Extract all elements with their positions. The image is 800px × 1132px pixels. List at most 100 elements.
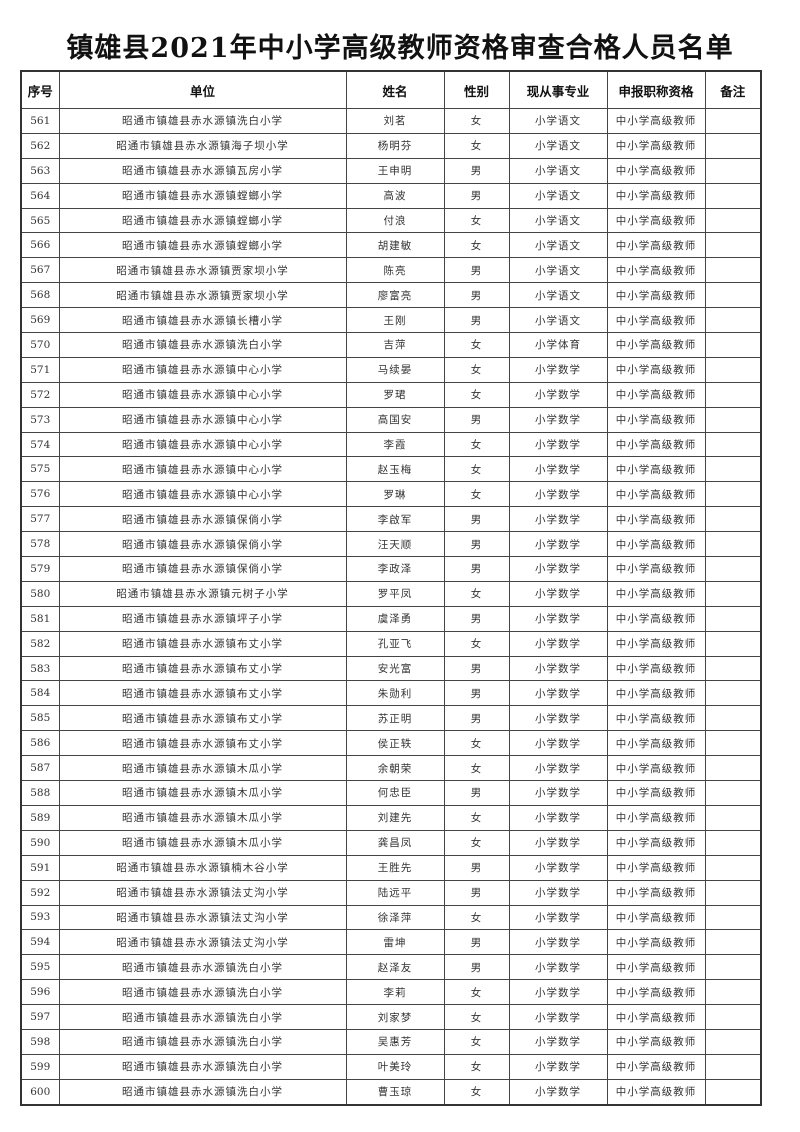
cell-gender: 女 [443,755,510,782]
cell-subject: 小学数学 [508,904,608,931]
cell-qualification: 中小学高级教师 [606,680,706,707]
cell-remarks [704,481,762,508]
cell-subject: 小学数学 [508,531,608,558]
cell-remarks [704,356,762,383]
cell-qualification: 中小学高级教师 [606,605,706,632]
cell-subject: 小学数学 [508,1028,608,1055]
cell-subject: 小学数学 [508,506,608,533]
cell-subject: 小学语文 [508,132,608,159]
table-row: 599 昭通市镇雄县赤水源镇洗白小学 叶美玲女小学数学 中小学高级教师 [20,1053,762,1080]
cell-gender: 女 [443,804,510,831]
table-row: 581 昭通市镇雄县赤水源镇坪子小学 虞泽勇男小学数学 中小学高级教师 [20,605,762,632]
cell-remarks [704,580,762,607]
table-row: 573 昭通市镇雄县赤水源镇中心小学 高国安男小学数学 中小学高级教师 [20,406,762,433]
cell-index: 580 [20,580,60,607]
cell-name: 曹玉琼 [345,1078,445,1106]
cell-index: 579 [20,556,60,582]
cell-index: 569 [20,307,60,334]
cell-unit: 昭通市镇雄县赤水源镇螳螂小学 [58,182,347,209]
cell-remarks [704,730,762,757]
cell-name: 龚昌凤 [345,829,445,856]
cell-unit: 昭通市镇雄县赤水源镇中心小学 [58,481,347,508]
cell-name: 孔亚飞 [345,630,445,657]
cell-name: 罗琳 [345,481,445,508]
table-row: 583 昭通市镇雄县赤水源镇布丈小学 安光富男小学数学 中小学高级教师 [20,655,762,682]
cell-subject: 小学数学 [508,979,608,1006]
cell-name: 王胜先 [345,854,445,881]
cell-gender: 女 [443,1053,510,1080]
cell-name: 陆远平 [345,879,445,906]
table-row: 561 昭通市镇雄县赤水源镇洗白小学 刘茗女小学语文 中小学高级教师 [20,108,762,134]
cell-gender: 女 [443,232,510,259]
table-row: 593 昭通市镇雄县赤水源镇法丈沟小学 徐泽萍女小学数学 中小学高级教师 [20,904,762,931]
cell-qualification: 中小学高级教师 [606,904,706,931]
table-row: 596 昭通市镇雄县赤水源镇洗白小学 李莉女小学数学 中小学高级教师 [20,979,762,1006]
cell-qualification: 中小学高级教师 [606,207,706,234]
cell-qualification: 中小学高级教师 [606,804,706,831]
cell-index: 596 [20,979,60,1006]
cell-index: 568 [20,282,60,309]
cell-name: 侯正轶 [345,730,445,757]
cell-subject: 小学数学 [508,680,608,707]
cell-subject: 小学数学 [508,1004,608,1030]
table-row: 587 昭通市镇雄县赤水源镇木瓜小学 余朝荣女小学数学 中小学高级教师 [20,755,762,782]
table-row: 568 昭通市镇雄县赤水源镇贾家坝小学 廖富亮男小学语文 中小学高级教师 [20,282,762,309]
cell-subject: 小学数学 [508,730,608,757]
cell-name: 吴惠芳 [345,1028,445,1055]
cell-unit: 昭通市镇雄县赤水源镇洗白小学 [58,979,347,1006]
cell-qualification: 中小学高级教师 [606,282,706,309]
cell-gender: 女 [443,1028,510,1055]
cell-qualification: 中小学高级教师 [606,108,706,134]
cell-subject: 小学数学 [508,829,608,856]
cell-name: 赵玉梅 [345,456,445,483]
header-index: 序号 [20,70,60,109]
table-row: 570 昭通市镇雄县赤水源镇洗白小学 吉萍女小学体育 中小学高级教师 [20,332,762,358]
cell-gender: 男 [443,680,510,707]
cell-gender: 男 [443,257,510,284]
cell-unit: 昭通市镇雄县赤水源镇布丈小学 [58,630,347,657]
cell-gender: 男 [443,655,510,682]
cell-qualification: 中小学高级教师 [606,630,706,657]
cell-qualification: 中小学高级教师 [606,1078,706,1106]
cell-remarks [704,1053,762,1080]
table-row: 592 昭通市镇雄县赤水源镇法丈沟小学 陆远平男小学数学 中小学高级教师 [20,879,762,906]
cell-index: 597 [20,1004,60,1030]
cell-index: 593 [20,904,60,931]
cell-subject: 小学语文 [508,307,608,334]
table-row: 574 昭通市镇雄县赤水源镇中心小学 李霞女小学数学 中小学高级教师 [20,431,762,458]
cell-unit: 昭通市镇雄县赤水源镇贾家坝小学 [58,282,347,309]
cell-name: 吉萍 [345,332,445,358]
cell-name: 虞泽勇 [345,605,445,632]
cell-subject: 小学语文 [508,108,608,134]
cell-gender: 男 [443,406,510,433]
header-remarks: 备注 [704,70,762,109]
cell-subject: 小学数学 [508,456,608,483]
cell-unit: 昭通市镇雄县赤水源镇法丈沟小学 [58,929,347,956]
cell-name: 廖富亮 [345,282,445,309]
cell-unit: 昭通市镇雄县赤水源镇法丈沟小学 [58,879,347,906]
cell-subject: 小学数学 [508,655,608,682]
cell-unit: 昭通市镇雄县赤水源镇坪子小学 [58,605,347,632]
cell-unit: 昭通市镇雄县赤水源镇洗白小学 [58,1004,347,1030]
cell-index: 566 [20,232,60,259]
cell-name: 李霞 [345,431,445,458]
cell-subject: 小学数学 [508,556,608,582]
cell-subject: 小学数学 [508,929,608,956]
cell-remarks [704,755,762,782]
table-row: 589 昭通市镇雄县赤水源镇木瓜小学 刘建先女小学数学 中小学高级教师 [20,804,762,831]
cell-index: 587 [20,755,60,782]
cell-remarks [704,804,762,831]
cell-index: 563 [20,157,60,184]
cell-qualification: 中小学高级教师 [606,1028,706,1055]
table-row: 579 昭通市镇雄县赤水源镇保倘小学 李政泽男小学数学 中小学高级教师 [20,556,762,582]
cell-subject: 小学数学 [508,804,608,831]
cell-remarks [704,879,762,906]
cell-subject: 小学数学 [508,854,608,881]
cell-subject: 小学数学 [508,630,608,657]
cell-qualification: 中小学高级教师 [606,132,706,159]
header-subject: 现从事专业 [508,70,608,109]
cell-remarks [704,406,762,433]
cell-index: 575 [20,456,60,483]
cell-index: 570 [20,332,60,358]
cell-gender: 女 [443,431,510,458]
